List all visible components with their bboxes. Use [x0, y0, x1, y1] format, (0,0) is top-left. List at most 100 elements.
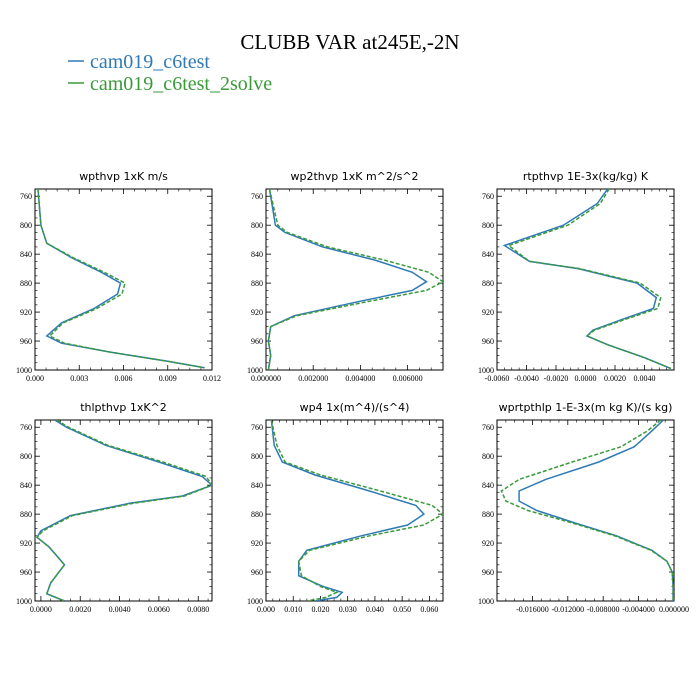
x-tick-label: -0.016000	[516, 605, 549, 614]
panel-title: wpthvp 1xK m/s	[79, 170, 168, 183]
panel-1: wpthvp 1xK m/s76080084088092096010000.00…	[16, 170, 221, 383]
y-tick-label: 840	[482, 250, 494, 259]
x-tick-label: 0.012	[203, 374, 221, 383]
y-tick-label: 920	[482, 308, 494, 317]
y-tick-label: 960	[482, 337, 494, 346]
y-tick-label: 840	[251, 250, 263, 259]
series-line-c6test-2solve	[35, 420, 212, 601]
y-tick-label: 960	[20, 337, 32, 346]
y-tick-label: 800	[251, 221, 263, 230]
x-tick-label: 0.0060	[148, 605, 170, 614]
y-tick-label: 1000	[16, 597, 32, 606]
x-tick-label: 0.0040	[634, 374, 656, 383]
x-tick-label: -0.008000	[587, 605, 620, 614]
x-tick-label: 0.000	[26, 374, 44, 383]
x-tick-label: 0.040	[366, 605, 384, 614]
y-tick-label: 760	[482, 423, 494, 432]
x-tick-label: -0.0060	[485, 374, 510, 383]
x-tick-label: 0.0000	[575, 374, 597, 383]
y-tick-label: 800	[251, 452, 263, 461]
x-tick-label: 0.004000	[345, 374, 375, 383]
panel-title: thlpthvp 1xK^2	[80, 401, 167, 414]
y-tick-label: 920	[20, 539, 32, 548]
panel-6: wprtpthlp 1-E-3x(m kg K)/(s kg) 760 800 840…	[478, 401, 689, 614]
y-tick-label: 960	[482, 568, 494, 577]
x-tick-label: 0.000000	[659, 605, 689, 614]
panel-3: rtpthvp 1E-3x(kg/kg) K 760 800 840 880 920 960…	[478, 170, 675, 383]
y-tick-label: 840	[20, 481, 32, 490]
series-line-c6test-2solve	[267, 189, 443, 370]
panel-title: wp4 1x(m^4)/(s^4)	[300, 401, 410, 414]
y-tick-label: 880	[482, 279, 494, 288]
y-tick-label: 880	[482, 510, 494, 519]
x-tick-label: 0.000	[257, 605, 275, 614]
y-tick-label: 880	[251, 510, 263, 519]
series-line-c6test	[267, 189, 428, 370]
y-tick-label: 760	[251, 192, 263, 201]
y-tick-label: 760	[251, 423, 263, 432]
series-line-c6test	[36, 420, 212, 601]
x-tick-label: 0.006000	[393, 374, 423, 383]
panel-title: rtpthvp 1E-3x(kg/kg) K	[523, 170, 649, 183]
y-tick-label: 760	[482, 192, 494, 201]
y-tick-label: 920	[251, 308, 263, 317]
x-tick-label: 0.050	[393, 605, 411, 614]
series-line-c6test	[37, 189, 205, 369]
legend-label-2: cam019_c6test_2solve	[90, 73, 272, 95]
y-tick-label: 800	[482, 452, 494, 461]
y-tick-label: 880	[20, 510, 32, 519]
series-line-c6test	[518, 420, 674, 601]
plot-frame	[34, 419, 213, 602]
plot-frame	[496, 188, 675, 371]
y-tick-label: 1000	[247, 366, 263, 375]
x-tick-label: 0.002000	[298, 374, 328, 383]
x-tick-label: -0.0040	[514, 374, 539, 383]
y-tick-label: 920	[251, 539, 263, 548]
y-tick-label: 880	[20, 279, 32, 288]
y-tick-label: 800	[20, 452, 32, 461]
y-tick-label: 800	[20, 221, 32, 230]
series-line-c6test-2solve	[270, 420, 443, 601]
x-tick-label: 0.0040	[109, 605, 131, 614]
y-tick-label: 960	[251, 568, 263, 577]
series-line-c6test-2solve	[500, 420, 674, 601]
y-tick-label: 1000	[478, 366, 494, 375]
y-tick-label: 840	[251, 481, 263, 490]
plot-frame	[265, 188, 444, 371]
y-tick-label: 1000	[478, 597, 494, 606]
x-tick-label: 0.0080	[187, 605, 209, 614]
series-line-c6test-2solve	[37, 189, 205, 369]
x-tick-label: -0.004000	[622, 605, 655, 614]
x-tick-label: -0.012000	[551, 605, 584, 614]
x-tick-label: -0.0020	[544, 374, 569, 383]
x-tick-label: 0.0020	[69, 605, 91, 614]
y-tick-label: 960	[20, 568, 32, 577]
y-tick-label: 840	[482, 481, 494, 490]
figure-title: CLUBB VAR at245E,-2N	[240, 30, 459, 54]
y-tick-label: 1000	[247, 597, 263, 606]
x-tick-label: 0.020	[311, 605, 329, 614]
y-tick-label: 920	[482, 539, 494, 548]
y-tick-label: 760	[20, 423, 32, 432]
x-tick-label: 0.0000	[30, 605, 52, 614]
plot-frame	[265, 419, 444, 602]
y-tick-label: 960	[251, 337, 263, 346]
panel-5: wp4 1x(m^4)/(s^4)76080084088092096010000…	[247, 401, 444, 614]
y-tick-label: 800	[482, 221, 494, 230]
plot-frame	[496, 419, 675, 602]
y-tick-label: 840	[20, 250, 32, 259]
series-line-c6test	[270, 420, 426, 601]
legend: cam019_c6test cam019_c6test_2solve	[68, 51, 272, 95]
x-tick-label: 0.030	[339, 605, 357, 614]
x-tick-label: 0.003	[70, 374, 88, 383]
y-tick-label: 760	[20, 192, 32, 201]
panel-2: wp2thvp 1xK m^2/s^2 760 800 840 880 920 960 100…	[247, 170, 444, 383]
x-tick-label: 0.009	[159, 374, 177, 383]
x-tick-label: 0.000000	[251, 374, 281, 383]
x-tick-label: 0.0020	[604, 374, 626, 383]
x-tick-label: 0.010	[284, 605, 302, 614]
series-line-c6test	[502, 189, 672, 370]
series-line-c6test-2solve	[507, 189, 672, 370]
panel-title: wp2thvp 1xK m^2/s^2	[290, 170, 418, 183]
